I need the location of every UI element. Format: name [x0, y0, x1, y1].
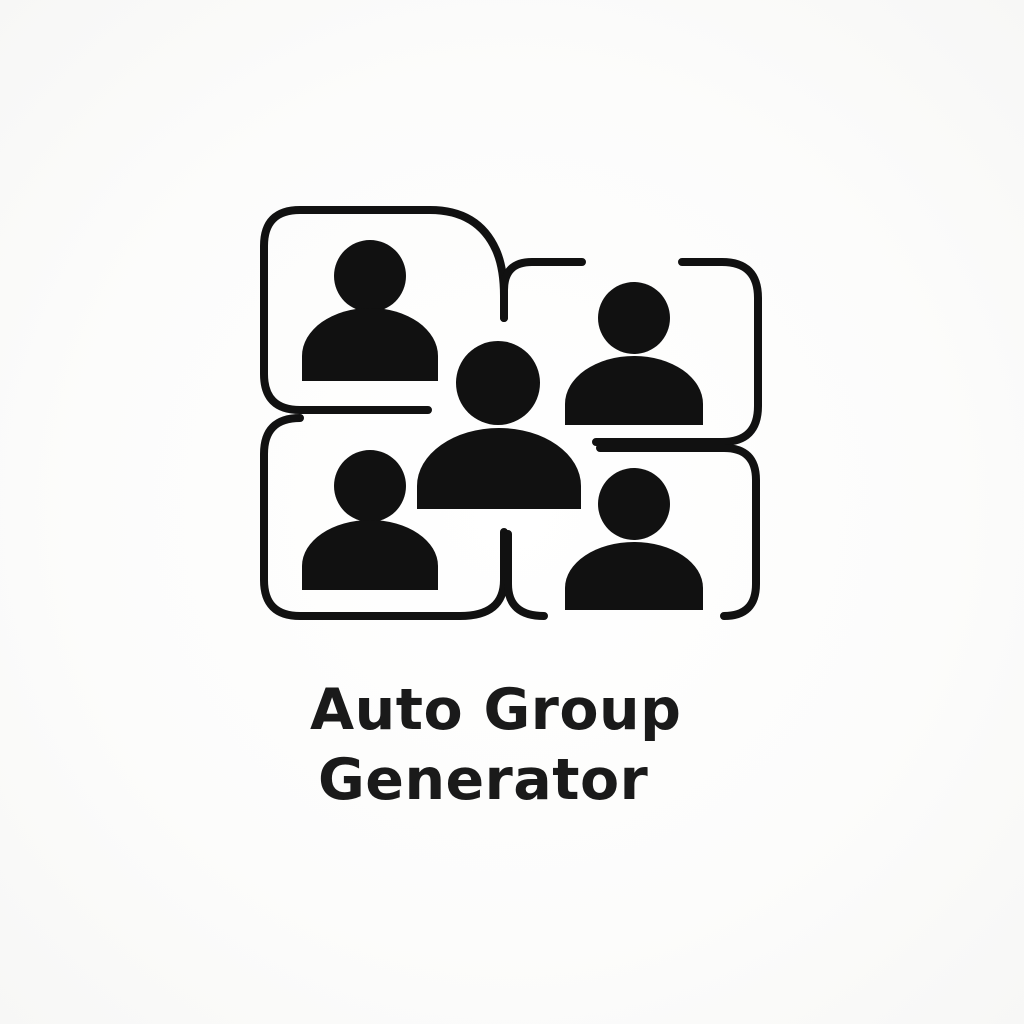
person-head-bottom-left	[334, 450, 406, 522]
person-body-center	[417, 428, 581, 509]
frame-bottom-left	[260, 414, 508, 620]
person-body-top-left	[302, 308, 438, 381]
person-body-bottom-left	[302, 520, 438, 590]
frame-bottom-right-left-edge	[504, 530, 548, 620]
frame-top-left	[260, 206, 508, 414]
frame-bottom-right-right-edge	[596, 444, 760, 620]
frame-outlines	[260, 206, 762, 620]
person-body-top-right	[565, 356, 703, 425]
person-head-bottom-right	[598, 468, 670, 540]
frame-top-right-left-edge	[500, 258, 586, 322]
people-figures	[302, 240, 703, 610]
frame-top-right-right-edge	[592, 258, 762, 446]
person-body-bottom-right	[565, 542, 703, 610]
app-title-line-2: Generator	[318, 747, 649, 813]
person-head-top-right	[598, 282, 670, 354]
app-title: Auto Group Generator	[300, 672, 740, 818]
person-head-top-left	[334, 240, 406, 312]
person-head-center	[456, 341, 540, 425]
app-title-line-1: Auto Group	[310, 677, 682, 743]
